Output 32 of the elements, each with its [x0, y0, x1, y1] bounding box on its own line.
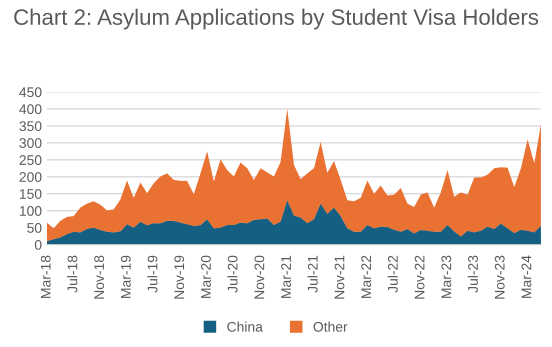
x-tick-label: Mar-21	[281, 256, 291, 298]
x-tick-label: Nov-18	[94, 256, 104, 299]
legend-label: Other	[314, 322, 348, 332]
x-tick-label: Nov-21	[334, 256, 344, 299]
x-tick-label: Mar-18	[40, 256, 51, 298]
x-tick-label: Jul-23	[468, 256, 478, 293]
x-tick-label: Jul-18	[67, 256, 78, 293]
x-tick-label: Jul-21	[307, 256, 318, 293]
y-tick-label: 400	[19, 104, 42, 114]
y-tick-label: 450	[19, 87, 42, 98]
x-tick-label: Mar-22	[361, 256, 372, 298]
x-tick-label: Mar-24	[522, 255, 532, 298]
x-tick-label: Mar-23	[441, 256, 452, 298]
y-tick-label: 150	[20, 189, 42, 199]
y-tick-label: 0	[34, 240, 42, 250]
x-tick-label: Jul-22	[388, 256, 398, 293]
x-tick-label: Nov-23	[494, 256, 505, 299]
y-tick-label: 300	[19, 138, 42, 148]
chart-title: Chart 2: Asylum Applications by Student Visa Holders	[14, 8, 538, 30]
x-tick-label: Nov-22	[414, 256, 425, 299]
y-tick-label: 250	[20, 155, 42, 165]
legend-label: China	[227, 322, 263, 332]
y-tick-label: 100	[20, 206, 42, 216]
x-tick-label: Mar-20	[201, 256, 211, 298]
x-tick-label: Nov-20	[254, 256, 264, 299]
x-tick-label: Jul-20	[227, 256, 238, 293]
y-tick-label: 350	[19, 121, 42, 132]
x-tick-label: Mar-19	[120, 256, 131, 298]
y-tick-label: 200	[20, 172, 42, 182]
y-tick-label: 50	[27, 223, 42, 233]
x-tick-label: Jul-19	[147, 256, 158, 293]
x-tick-label: Nov-19	[174, 256, 184, 299]
